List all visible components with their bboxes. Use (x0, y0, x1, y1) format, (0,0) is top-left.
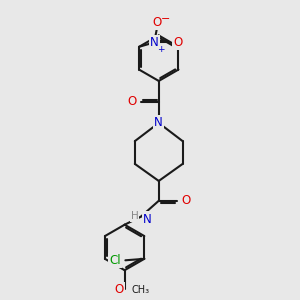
Text: −: − (160, 14, 170, 24)
Text: O: O (173, 36, 182, 49)
Text: O: O (152, 16, 162, 28)
Text: Cl: Cl (110, 254, 121, 267)
Text: H: H (130, 211, 138, 221)
Text: O: O (181, 194, 190, 207)
Text: +: + (157, 45, 164, 54)
Text: CH₃: CH₃ (131, 285, 149, 295)
Text: N: N (150, 36, 159, 49)
Text: O: O (127, 95, 136, 108)
Text: N: N (143, 213, 152, 226)
Text: O: O (115, 283, 124, 296)
Text: N: N (154, 116, 163, 129)
